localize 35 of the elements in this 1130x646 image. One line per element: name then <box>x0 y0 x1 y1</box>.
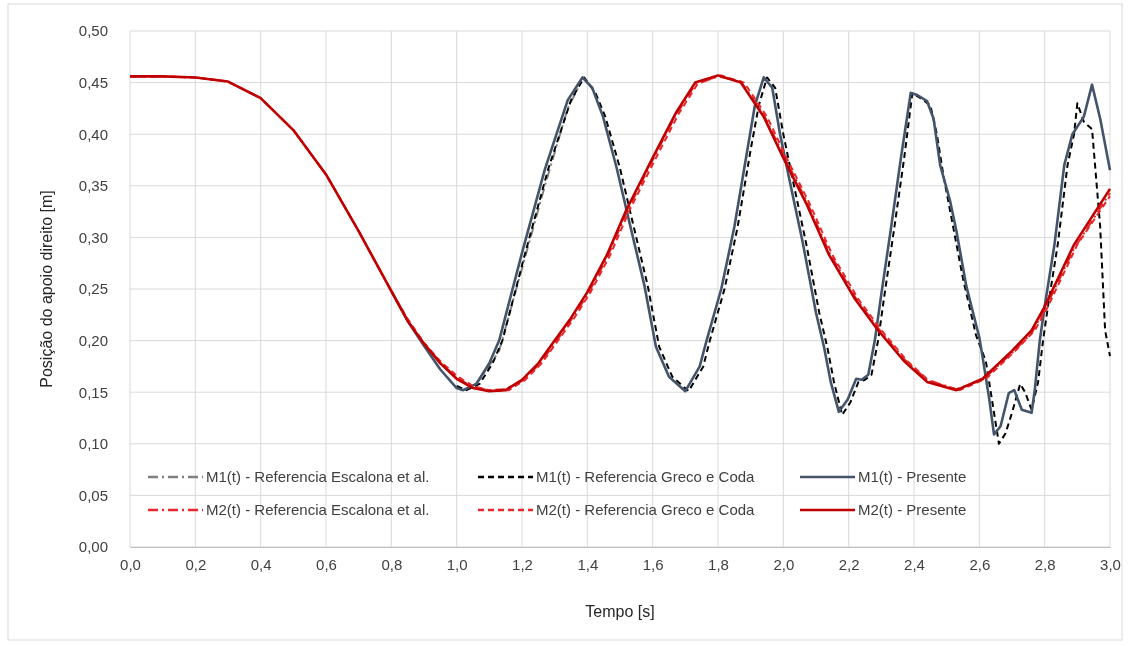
y-tick-label: 0,35 <box>78 177 108 195</box>
x-tick-label: 0,8 <box>381 555 403 573</box>
y-tick-label: 0,30 <box>78 228 108 246</box>
x-tick-label: 1,4 <box>577 555 599 573</box>
x-tick-label: 0,4 <box>250 555 272 573</box>
x-tick-label: 3,0 <box>1100 555 1121 573</box>
y-tick-label: 0,45 <box>78 73 108 91</box>
y-axis-title: Posição do apoio direito [m] <box>38 190 55 388</box>
x-tick-label: 0,6 <box>316 555 337 573</box>
y-tick-label: 0,10 <box>78 435 108 453</box>
x-tick-label: 0,0 <box>120 555 141 573</box>
x-tick-label: 2,8 <box>1034 555 1056 573</box>
legend-label: M2(t) - Presente <box>858 501 967 518</box>
x-tick-label: 1,0 <box>446 555 468 573</box>
y-tick-label: 0,20 <box>78 331 108 349</box>
y-tick-label: 0,50 <box>78 22 108 40</box>
legend-label: M2(t) - Referencia Greco e Coda <box>536 501 756 518</box>
x-tick-label: 1,8 <box>708 555 729 573</box>
x-tick-label: 0,2 <box>185 555 207 573</box>
x-tick-label: 2,6 <box>969 555 991 573</box>
y-tick-label: 0,15 <box>78 383 108 401</box>
y-tick-label: 0,25 <box>78 280 108 298</box>
x-axis-title: Tempo [s] <box>585 603 655 620</box>
y-tick-label: 0,40 <box>78 125 108 143</box>
x-tick-label: 2,4 <box>904 555 925 573</box>
y-tick-label: 0,00 <box>78 538 108 556</box>
legend-label: M1(t) - Presente <box>858 468 967 485</box>
legend-label: M1(t) - Referencia Greco e Coda <box>536 468 756 485</box>
legend-label: M2(t) - Referencia Escalona et al. <box>206 501 430 518</box>
x-tick-label: 1,6 <box>642 555 664 573</box>
x-tick-label: 1,2 <box>512 555 533 573</box>
x-tick-label: 2,0 <box>773 555 795 573</box>
y-tick-label: 0,05 <box>78 486 108 504</box>
x-tick-label: 2,2 <box>838 555 860 573</box>
legend-label: M1(t) - Referencia Escalona et al. <box>206 468 430 485</box>
